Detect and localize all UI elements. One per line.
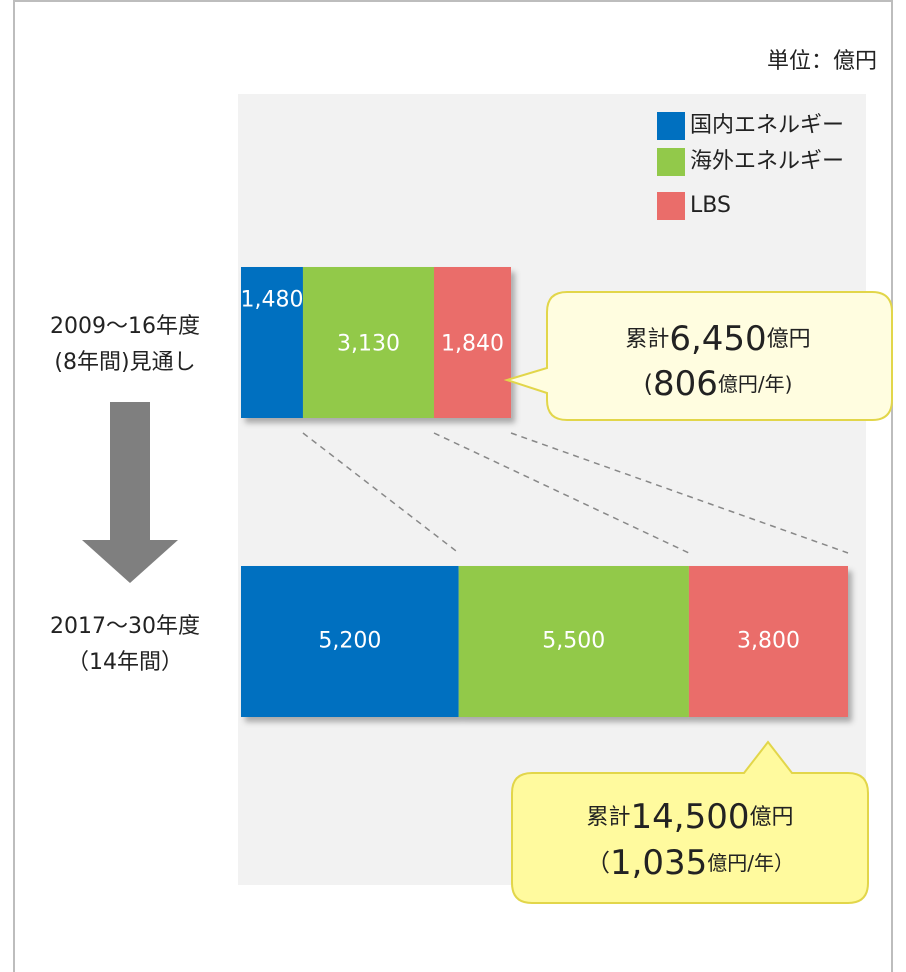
connectors: [302, 432, 849, 554]
bar-segment: [458, 566, 689, 717]
callout-part: (: [644, 370, 653, 398]
callout-part: 億円/年）: [707, 851, 794, 875]
callout-part: 806: [653, 364, 718, 404]
callout-part: （: [586, 849, 610, 877]
callout-texts: 累計6,450億円(806億円/年)累計14,500億円（1,035億円/年）: [586, 319, 811, 883]
legend-swatch: [657, 112, 685, 140]
legend-label: 国内エネルギー: [690, 113, 844, 138]
callout-text: 累計6,450億円: [625, 319, 810, 359]
stacked-bar: [241, 267, 512, 418]
callout-part: 億円/年): [718, 372, 793, 396]
connector: [433, 432, 690, 554]
bars: 1,480 3,130 1,840 5,200 5,500 3,800: [240, 267, 848, 717]
callout-part: 6,450: [669, 319, 766, 359]
bar-segment: [302, 267, 434, 418]
callout-part: 累計: [625, 327, 669, 352]
value-label: 3,800: [737, 629, 800, 654]
callout: [511, 740, 869, 904]
category-label: (8年間)見通し: [54, 350, 195, 375]
down-arrow: [82, 402, 178, 583]
value-label: 5,200: [318, 629, 381, 654]
value-label: 1,480: [240, 288, 303, 313]
callout-part: 億円: [749, 805, 793, 830]
category-label: 2017～30年度: [50, 614, 200, 639]
callout-text: 累計14,500億円: [587, 797, 794, 837]
callout-part: 億円: [767, 327, 811, 352]
legend-label: 海外エネルギー: [690, 149, 844, 174]
legend-swatch: [657, 148, 685, 176]
callout-part: 14,500: [631, 797, 750, 837]
category-label: 2009～16年度: [50, 314, 200, 339]
category-label: （14年間）: [67, 650, 183, 675]
bar-segment: [688, 566, 848, 717]
callout-text: （1,035億円/年）: [586, 843, 794, 883]
value-label: 1,840: [441, 332, 504, 357]
callout-text: (806億円/年): [644, 364, 793, 404]
value-label: 5,500: [542, 629, 605, 654]
bar-segment: [241, 267, 303, 418]
stacked-bar: [241, 566, 848, 717]
legend-label: LBS: [690, 193, 731, 218]
bar-segment: [241, 566, 459, 717]
callout-part: 1,035: [610, 843, 707, 883]
callout-part: 累計: [587, 805, 631, 830]
bar-segment: [433, 267, 512, 418]
value-label: 3,130: [337, 332, 400, 357]
legend-swatch: [657, 192, 685, 220]
unit-label: 単位：億円: [767, 49, 877, 74]
connector: [510, 432, 849, 554]
callout: [503, 291, 893, 421]
